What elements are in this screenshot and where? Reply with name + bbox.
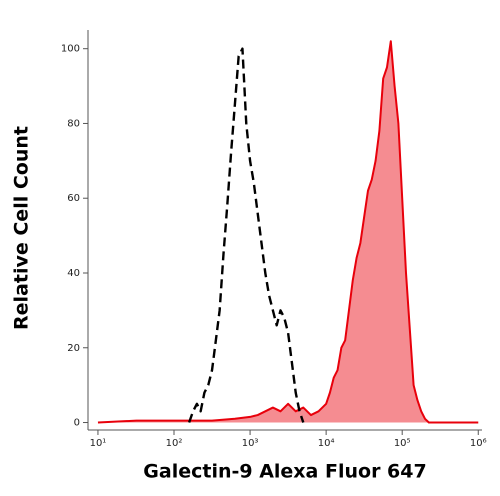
x-axis-title: Galectin-9 Alexa Fluor 647 xyxy=(143,461,426,483)
y-axis-title: Relative Cell Count xyxy=(11,126,33,330)
y-tick-label: 40 xyxy=(67,268,80,279)
x-tick-label: 10² xyxy=(166,438,183,449)
filled-histogram xyxy=(97,40,479,424)
x-tick-label: 10⁶ xyxy=(470,438,487,449)
x-tick-label: 10¹ xyxy=(90,438,107,449)
y-tick-label: 0 xyxy=(74,418,80,429)
x-tick-label: 10⁵ xyxy=(394,438,411,449)
y-tick-label: 60 xyxy=(67,193,80,204)
histogram-line xyxy=(187,47,305,423)
x-tick-label: 10⁴ xyxy=(318,438,335,449)
y-tick-label: 20 xyxy=(67,343,80,354)
y-tick-label: 100 xyxy=(61,44,80,55)
x-tick-label: 10³ xyxy=(242,438,259,449)
y-tick-label: 80 xyxy=(67,118,80,129)
